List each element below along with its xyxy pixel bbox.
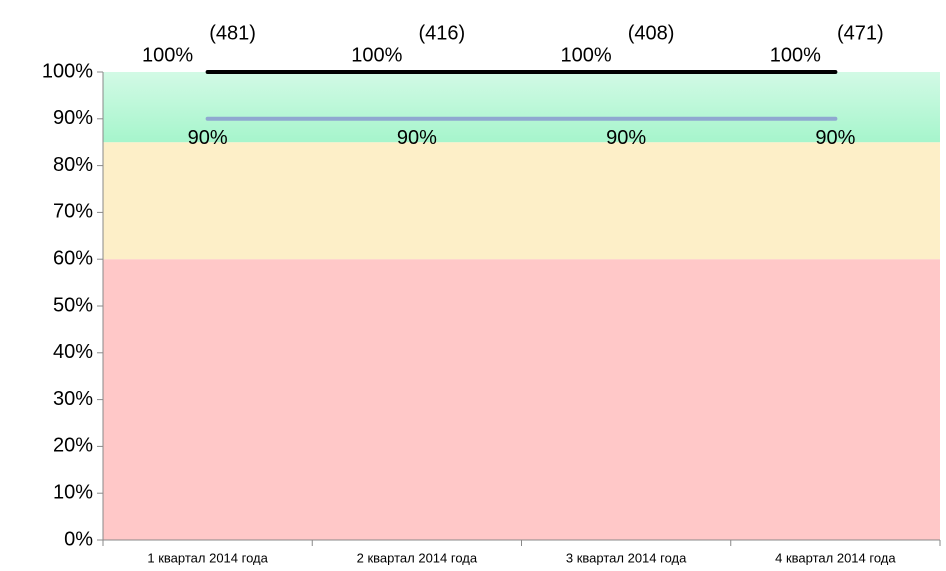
x-tick-label: 2 квартал 2014 года xyxy=(357,550,478,565)
data-label: 90% xyxy=(397,127,437,149)
data-label: 90% xyxy=(815,127,855,149)
data-label: 100% xyxy=(561,44,612,66)
data-label: 90% xyxy=(606,127,646,149)
y-tick-label: 50% xyxy=(53,294,93,316)
data-label: 90% xyxy=(188,127,228,149)
y-tick-label: 30% xyxy=(53,388,93,410)
y-tick-label: 0% xyxy=(64,528,93,550)
y-tick-label: 60% xyxy=(53,247,93,269)
x-tick-label: 1 квартал 2014 года xyxy=(147,550,268,565)
y-tick-label: 70% xyxy=(53,201,93,223)
y-tick-label: 80% xyxy=(53,154,93,176)
annotation: (481) xyxy=(209,22,256,44)
data-label: 100% xyxy=(142,44,193,66)
x-tick-label: 3 квартал 2014 года xyxy=(566,550,687,565)
y-tick-label: 100% xyxy=(42,60,93,82)
y-tick-label: 20% xyxy=(53,435,93,457)
band-shade xyxy=(103,72,940,143)
annotation: (408) xyxy=(628,22,675,44)
data-label: 100% xyxy=(351,44,402,66)
annotation: (416) xyxy=(419,22,466,44)
band xyxy=(103,142,940,260)
x-tick-label: 4 квартал 2014 года xyxy=(775,550,896,565)
annotation: (471) xyxy=(837,22,884,44)
y-tick-label: 40% xyxy=(53,341,93,363)
y-tick-label: 10% xyxy=(53,481,93,503)
band xyxy=(103,259,940,540)
y-tick-label: 90% xyxy=(53,107,93,129)
data-label: 100% xyxy=(770,44,821,66)
